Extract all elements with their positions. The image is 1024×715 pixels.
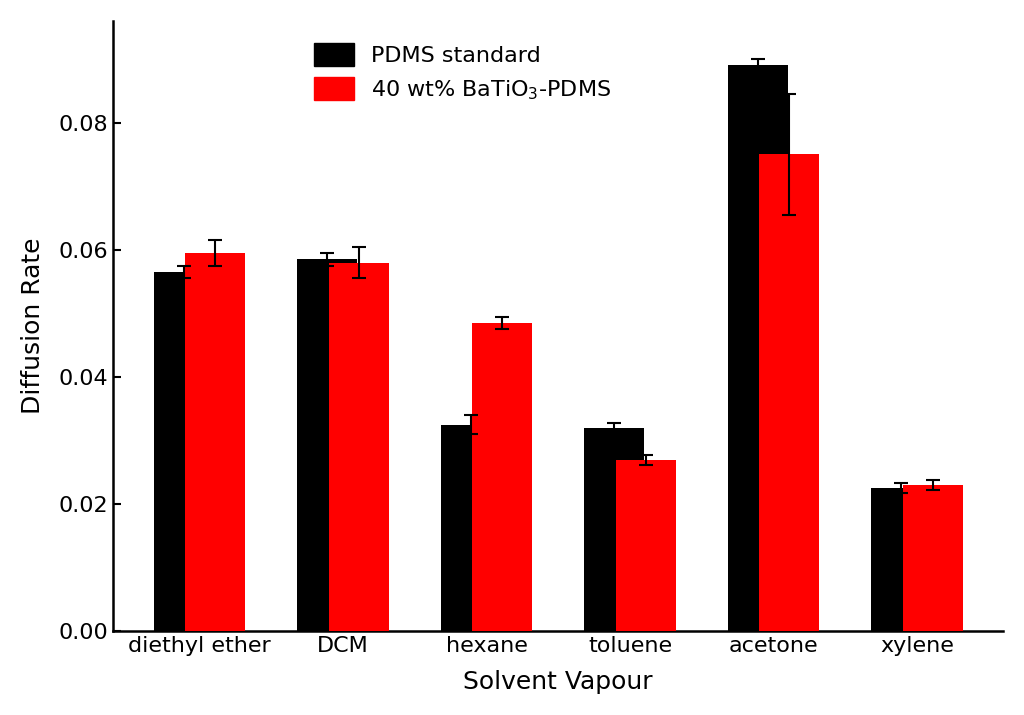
Bar	[903, 485, 963, 631]
Y-axis label: Diffusion Rate: Diffusion Rate	[20, 238, 45, 415]
Bar	[329, 262, 389, 631]
Bar	[440, 425, 501, 631]
Bar	[759, 154, 819, 631]
Bar	[728, 65, 787, 631]
Bar	[297, 260, 357, 631]
Bar	[615, 460, 676, 631]
X-axis label: Solvent Vapour: Solvent Vapour	[464, 670, 653, 694]
Legend: PDMS standard, 40 wt% BaTiO$_3$-PDMS: PDMS standard, 40 wt% BaTiO$_3$-PDMS	[302, 32, 623, 113]
Bar	[185, 253, 246, 631]
Bar	[154, 272, 214, 631]
Bar	[871, 488, 932, 631]
Bar	[472, 323, 532, 631]
Bar	[584, 428, 644, 631]
